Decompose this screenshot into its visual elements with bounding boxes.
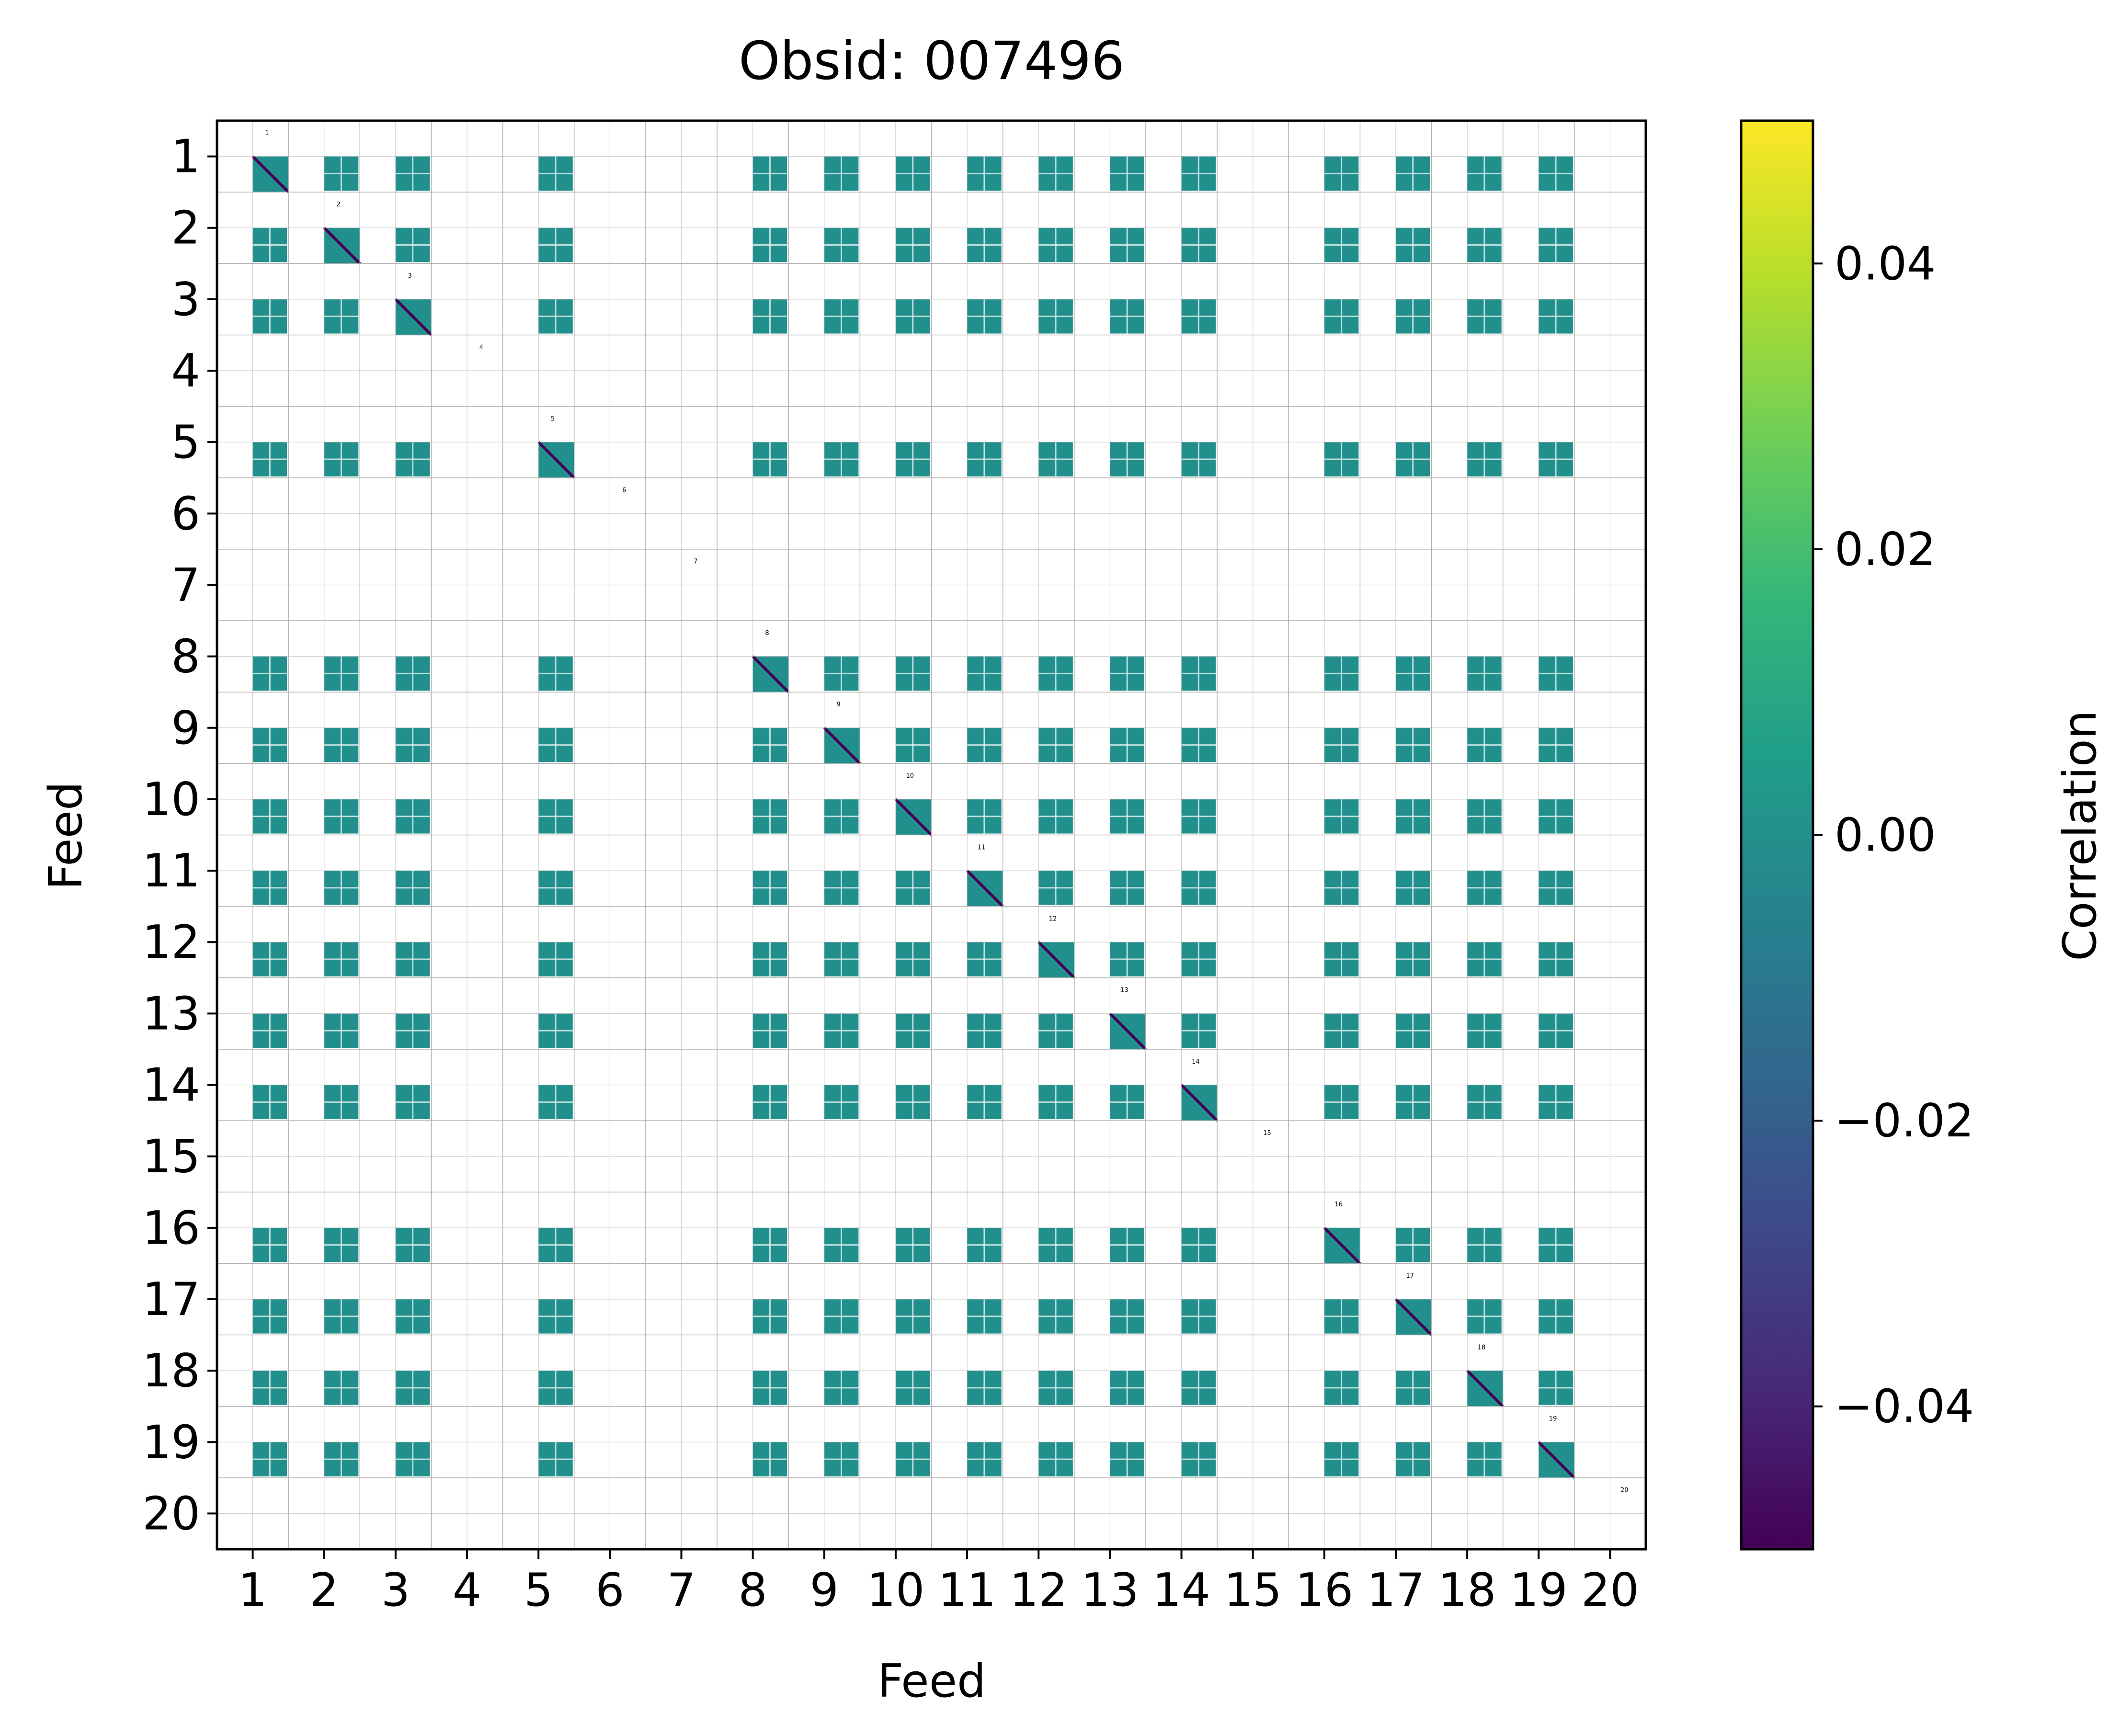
colorbar-tick-label: −0.02 xyxy=(1835,1095,1974,1147)
heatmap-diagonal-line xyxy=(894,798,933,836)
y-tick-label: 16 xyxy=(142,1202,200,1255)
chart-title: Obsid: 007496 xyxy=(739,30,1125,91)
diagonal-feed-label: 2 xyxy=(336,201,340,208)
y-tick-label: 1 xyxy=(171,131,200,183)
diagonal-feed-label: 18 xyxy=(1478,1344,1486,1351)
heatmap-diagonal-line xyxy=(1466,1370,1504,1407)
x-tick-label: 13 xyxy=(1081,1564,1139,1617)
diagonal-feed-label: 7 xyxy=(694,558,697,566)
x-axis-label: Feed xyxy=(878,1655,986,1708)
colorbar xyxy=(1740,119,1814,1551)
diagonal-feed-label: 10 xyxy=(906,772,914,780)
y-tick-label: 7 xyxy=(171,559,200,612)
x-tick-label: 3 xyxy=(381,1564,410,1617)
colorbar-label: Correlation xyxy=(2054,710,2107,961)
x-tick-label: 16 xyxy=(1295,1564,1353,1617)
colorbar-tick-label: 0.00 xyxy=(1835,809,1936,862)
plot-frame xyxy=(216,119,1647,1551)
y-axis-label: Feed xyxy=(40,782,92,890)
y-tick-label: 14 xyxy=(142,1059,200,1112)
x-tick-label: 18 xyxy=(1438,1564,1496,1617)
diagonal-feed-label: 19 xyxy=(1549,1416,1557,1423)
x-tick-label: 2 xyxy=(309,1564,338,1617)
y-tick-label: 5 xyxy=(171,416,200,469)
diagonal-feed-label: 3 xyxy=(408,272,412,280)
diagonal-feed-label: 12 xyxy=(1049,915,1057,922)
heatmap-diagonal-line xyxy=(1037,941,1075,979)
heatmap-diagonal-line xyxy=(823,726,861,765)
heatmap-diagonal-line xyxy=(537,441,575,479)
diagonal-feed-label: 14 xyxy=(1192,1058,1200,1066)
heatmap-diagonal-cells xyxy=(251,155,1575,1479)
y-tick-label: 19 xyxy=(142,1416,200,1469)
diagonal-feed-label: 16 xyxy=(1334,1201,1343,1208)
diagonal-feed-label: 11 xyxy=(978,844,986,851)
x-tick-label: 1 xyxy=(238,1564,267,1617)
heatmap-diagonal-line xyxy=(1180,1084,1219,1122)
x-tick-label: 15 xyxy=(1224,1564,1282,1617)
heatmap-cells xyxy=(252,156,1573,1476)
colorbar-tick-label: 0.04 xyxy=(1835,238,1936,290)
y-tick-label: 6 xyxy=(171,488,200,540)
x-tick-label: 4 xyxy=(453,1564,481,1617)
y-tick-label: 8 xyxy=(171,631,200,683)
x-tick-label: 8 xyxy=(738,1564,767,1617)
x-tick-label: 11 xyxy=(938,1564,996,1617)
y-tick-label: 9 xyxy=(171,702,200,755)
x-tick-label: 14 xyxy=(1152,1564,1210,1617)
colorbar-tick-label: −0.04 xyxy=(1835,1381,1974,1433)
heatmap-diagonal-line xyxy=(1323,1226,1361,1265)
y-tick-label: 10 xyxy=(142,773,200,826)
x-axis-ticks: 1 2 3 4 5 6 7 8 9 10 11 12 13 14 15 16 17 18 19 20 xyxy=(238,1549,1639,1617)
diagonal-feed-label: 6 xyxy=(622,487,626,494)
heatmap-diagonal-line xyxy=(394,298,433,336)
heatmap-diagonal-line xyxy=(1394,1298,1433,1336)
y-tick-label: 20 xyxy=(142,1487,200,1540)
diagonal-feed-label: 17 xyxy=(1406,1272,1414,1280)
y-tick-label: 11 xyxy=(142,845,200,897)
x-tick-label: 9 xyxy=(810,1564,839,1617)
colorbar-tick-label: 0.02 xyxy=(1835,523,1936,576)
diagonal-feed-label: 1 xyxy=(265,130,269,137)
heatmap-diagonal-line xyxy=(251,155,290,193)
heatmap-diagonal-line xyxy=(966,869,1004,908)
x-tick-label: 12 xyxy=(1010,1564,1068,1617)
heatmap-diagonal-line xyxy=(1538,1441,1575,1479)
x-tick-label: 17 xyxy=(1367,1564,1425,1617)
diagonal-feed-label: 9 xyxy=(836,701,840,708)
heatmap-grid xyxy=(217,120,1646,1549)
x-tick-label: 7 xyxy=(667,1564,695,1617)
x-tick-label: 6 xyxy=(595,1564,624,1617)
y-tick-label: 13 xyxy=(142,987,200,1040)
heatmap-diagonal-line xyxy=(323,227,361,265)
diagonal-feed-label: 8 xyxy=(765,630,769,637)
x-tick-label: 10 xyxy=(866,1564,924,1617)
x-tick-label: 19 xyxy=(1510,1564,1568,1617)
diagonal-feed-label: 20 xyxy=(1620,1487,1629,1494)
colorbar-ticks: −0.04 −0.02 0.00 0.02 0.04 xyxy=(1813,238,1974,1433)
diagonal-feed-label: 5 xyxy=(551,415,555,422)
diagonal-feed-label: 13 xyxy=(1120,987,1129,994)
y-tick-label: 4 xyxy=(171,345,200,397)
heatmap-diagonal-line xyxy=(752,655,790,693)
y-tick-label: 3 xyxy=(171,273,200,326)
diagonal-feed-label: 15 xyxy=(1263,1130,1271,1137)
heatmap-diagonal-line xyxy=(1109,1012,1147,1051)
y-tick-label: 15 xyxy=(142,1131,200,1183)
diagonal-feed-label: 4 xyxy=(479,344,483,351)
x-tick-label: 5 xyxy=(524,1564,553,1617)
x-tick-label: 20 xyxy=(1581,1564,1639,1617)
y-tick-label: 17 xyxy=(142,1273,200,1326)
y-tick-label: 2 xyxy=(171,202,200,255)
y-tick-label: 12 xyxy=(142,916,200,969)
y-tick-label: 18 xyxy=(142,1345,200,1397)
